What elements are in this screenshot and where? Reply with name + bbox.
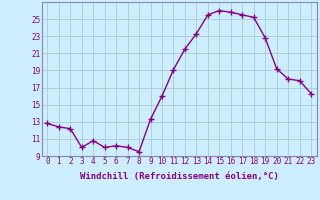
X-axis label: Windchill (Refroidissement éolien,°C): Windchill (Refroidissement éolien,°C) bbox=[80, 172, 279, 181]
